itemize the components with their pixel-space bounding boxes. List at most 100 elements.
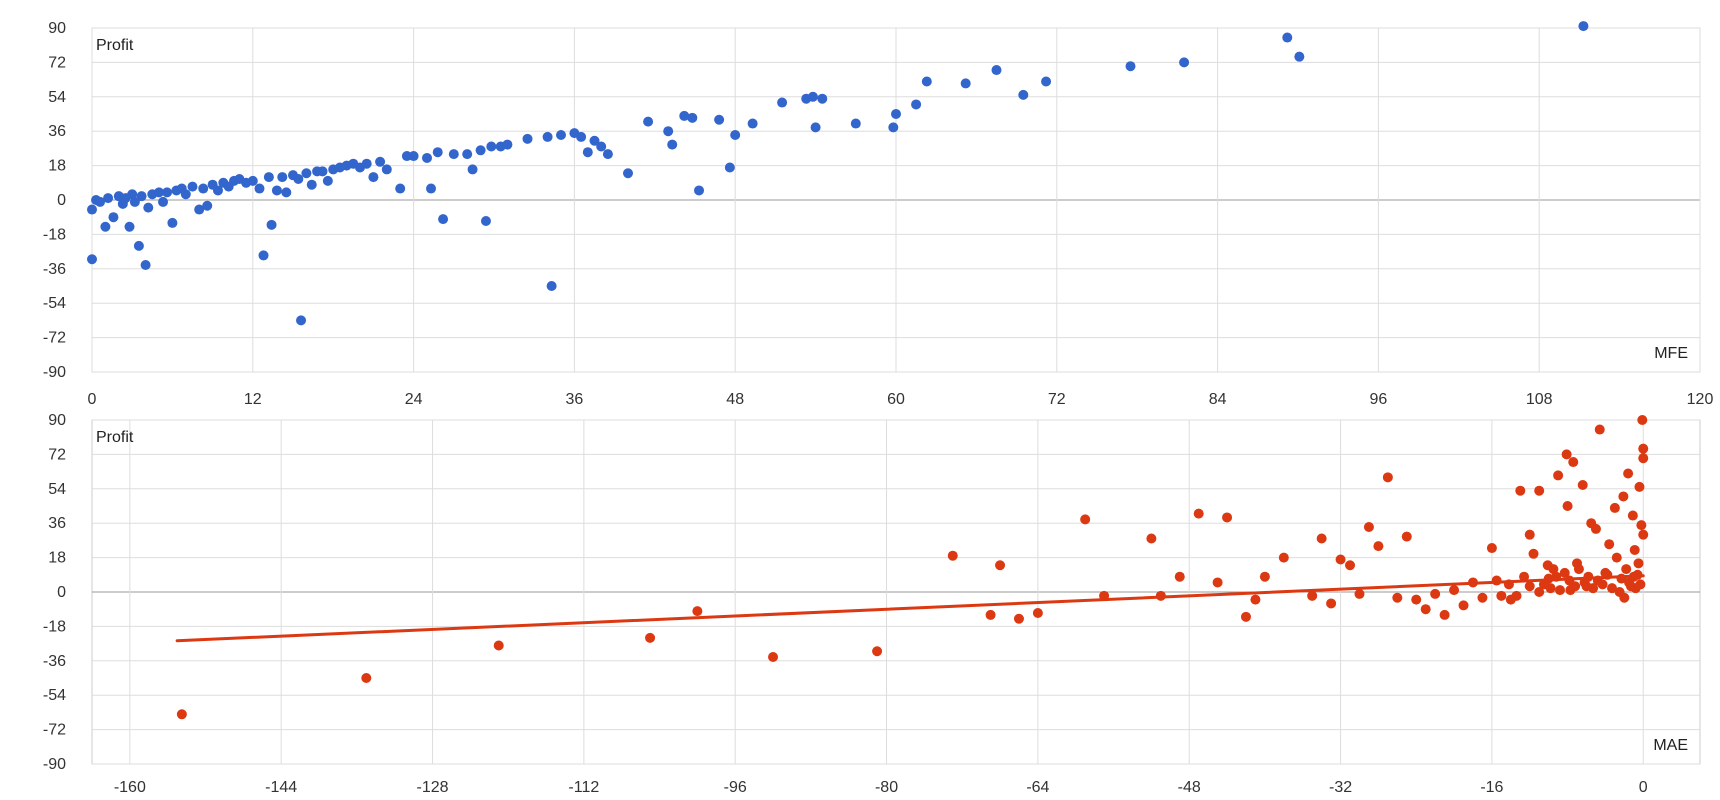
mfe-data-point	[1125, 61, 1136, 72]
mfe-data-point	[1041, 76, 1052, 87]
mfe-y-tick-label: -72	[43, 330, 66, 347]
mae-y-tick-label: 0	[57, 584, 66, 601]
mae-data-point	[1636, 520, 1647, 531]
mae-data-point	[1354, 588, 1365, 599]
mfe-y-tick-label: -90	[43, 364, 66, 381]
mfe-data-point	[95, 196, 106, 207]
mfe-data-point	[154, 187, 164, 198]
mae-data-point	[995, 560, 1006, 571]
mfe-data-point	[911, 99, 922, 110]
mae-data-point	[645, 632, 656, 643]
mae-data-point	[947, 550, 958, 561]
mae-data-point	[1528, 548, 1539, 559]
mfe-data-point	[281, 187, 292, 198]
mfe-y-tick-label: 72	[48, 54, 66, 71]
mfe-data-point	[136, 191, 147, 202]
mae-data-point	[1637, 415, 1648, 425]
mfe-data-point	[140, 259, 151, 270]
mfe-data-point	[87, 204, 97, 215]
mae-data-point	[176, 709, 187, 720]
mfe-data-point	[888, 122, 899, 133]
mae-y-tick-label: 90	[48, 412, 66, 429]
mae-data-point	[1553, 470, 1564, 481]
mae-data-point	[1627, 510, 1638, 521]
mae-x-tick-label: -80	[875, 779, 898, 796]
mfe-data-point	[187, 181, 198, 192]
mae-data-point	[1629, 544, 1640, 555]
mfe-data-point	[103, 193, 114, 204]
mfe-data-point	[293, 173, 304, 184]
mfe-data-point	[133, 240, 144, 251]
mfe-data-point	[1018, 89, 1029, 100]
mfe-data-point	[850, 118, 861, 129]
mfe-data-point	[807, 91, 818, 102]
mae-data-point	[1439, 609, 1450, 620]
mfe-x-axis-title: MFE	[1654, 345, 1688, 362]
mfe-data-point	[891, 109, 901, 119]
mae-x-tick-label: 0	[1639, 779, 1648, 796]
mfe-data-point	[546, 281, 557, 291]
mae-data-point	[1635, 579, 1646, 590]
mfe-data-point	[522, 133, 533, 144]
mae-data-point	[1420, 604, 1431, 615]
mae-data-point	[1621, 564, 1632, 575]
mfe-y-tick-label: -36	[43, 261, 66, 278]
mfe-data-point	[1578, 21, 1589, 32]
mae-data-point	[1240, 611, 1251, 622]
mfe-data-point	[582, 147, 593, 158]
mfe-data-point	[100, 221, 111, 232]
mfe-data-point	[167, 217, 178, 228]
mfe-data-point	[87, 254, 97, 265]
mae-data-point	[1363, 522, 1374, 533]
mae-data-point	[1278, 552, 1289, 563]
mfe-x-tick-label: 72	[1048, 391, 1066, 408]
mae-data-point	[1174, 571, 1185, 582]
mfe-data-point	[127, 189, 138, 200]
mae-data-point	[1583, 571, 1594, 582]
mae-y-tick-label: -90	[43, 756, 66, 773]
mae-data-point	[1316, 533, 1327, 544]
mae-data-point	[1503, 579, 1514, 590]
mae-data-point	[872, 646, 883, 657]
mae-data-point	[985, 609, 996, 620]
mae-x-tick-label: -160	[114, 779, 146, 796]
mfe-data-point	[1294, 51, 1305, 62]
mfe-data-point	[395, 183, 406, 194]
mfe-data-point	[124, 221, 135, 232]
mfe-data-point	[202, 200, 213, 211]
mfe-y-tick-label: -54	[43, 295, 66, 312]
mfe-data-point	[724, 162, 735, 173]
mae-data-point	[1146, 533, 1157, 544]
mae-data-point	[1623, 468, 1634, 479]
mfe-data-point	[667, 139, 678, 150]
mfe-data-point	[301, 168, 312, 179]
mae-y-tick-label: -18	[43, 618, 66, 635]
mae-data-point	[1607, 583, 1618, 594]
mae-data-point	[1511, 590, 1522, 601]
mae-data-point	[1401, 531, 1412, 542]
mfe-data-point	[747, 118, 758, 129]
mae-data-point	[1430, 588, 1441, 599]
mfe-data-point	[296, 315, 307, 326]
mfe-data-point	[438, 214, 449, 225]
mae-y-tick-label: -54	[43, 687, 66, 704]
mfe-data-point	[1179, 57, 1190, 68]
mfe-data-point	[432, 147, 443, 158]
mae-y-tick-label: 54	[48, 481, 66, 498]
mae-data-point	[1604, 539, 1615, 550]
mae-data-point	[1486, 543, 1497, 554]
mfe-x-tick-label: 96	[1370, 391, 1388, 408]
mae-y-tick-label: 72	[48, 446, 66, 463]
mfe-data-point	[180, 189, 191, 200]
mae-data-point	[1602, 569, 1613, 580]
mfe-data-point	[960, 78, 971, 89]
mfe-data-point	[475, 145, 486, 156]
mfe-data-point	[408, 151, 419, 162]
mfe-data-point	[368, 172, 379, 183]
mfe-data-point	[467, 164, 478, 175]
mfe-y-tick-label: 90	[48, 20, 66, 37]
mfe-data-point	[361, 158, 372, 169]
mae-data-point	[1212, 577, 1223, 588]
mae-y-tick-label: -72	[43, 722, 66, 739]
